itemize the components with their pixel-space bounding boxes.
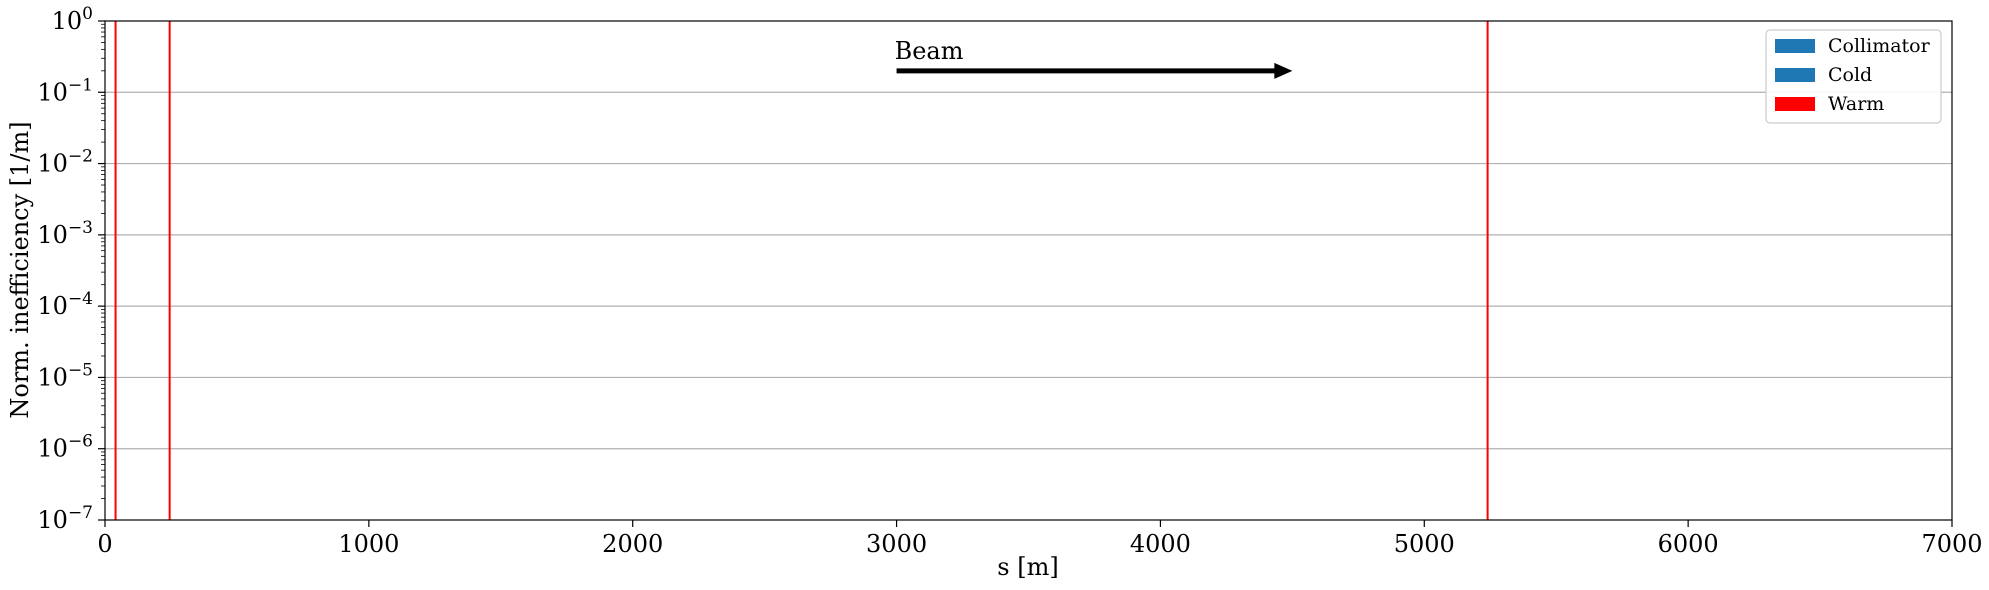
legend-label-cold: Cold [1828, 64, 1872, 86]
y-tick-label: 10−3 [37, 218, 93, 249]
legend-swatch-collimator [1775, 39, 1815, 53]
x-tick-label: 3000 [866, 530, 927, 558]
legend-swatch-cold [1775, 68, 1815, 82]
beam-label: Beam [895, 37, 964, 65]
chart-bars [114, 21, 1489, 520]
grid-lines [105, 91, 1952, 450]
y-axis-minor-ticks [101, 23, 105, 499]
y-tick-label: 100 [52, 4, 93, 35]
legend-swatch-warm [1775, 97, 1815, 111]
y-tick-label: 10−1 [37, 75, 93, 106]
x-tick-label: 7000 [1921, 530, 1982, 558]
y-tick-label: 10−5 [37, 360, 93, 391]
beam-arrow-head [1274, 62, 1293, 79]
y-tick-label: 10−4 [37, 289, 93, 320]
x-tick-label: 4000 [1130, 530, 1191, 558]
x-tick-label: 1000 [338, 530, 399, 558]
x-axis-ticks: 0 1000 2000 3000 4000 5000 6000 7000 [97, 520, 1983, 558]
y-tick-label: 10−2 [37, 147, 93, 178]
legend-label-collimator: Collimator [1828, 35, 1931, 57]
x-tick-label: 2000 [602, 530, 663, 558]
x-tick-label: 6000 [1658, 530, 1719, 558]
y-axis-ticks: 100 10−1 10−2 10−3 10−4 10−5 10−6 10−7 [37, 4, 105, 534]
legend-label-warm: Warm [1828, 93, 1884, 115]
y-tick-label: 10−7 [37, 503, 93, 534]
beam-annotation: Beam [895, 37, 1293, 79]
plot-frame [104, 20, 1953, 521]
x-axis-label: s [m] [997, 553, 1058, 581]
legend: Collimator Cold Warm [1765, 29, 1942, 124]
y-tick-label: 10−6 [37, 432, 93, 463]
x-tick-label: 0 [97, 530, 112, 558]
y-axis-label: Norm. inefficiency [1/m] [6, 121, 34, 418]
x-tick-label: 5000 [1394, 530, 1455, 558]
